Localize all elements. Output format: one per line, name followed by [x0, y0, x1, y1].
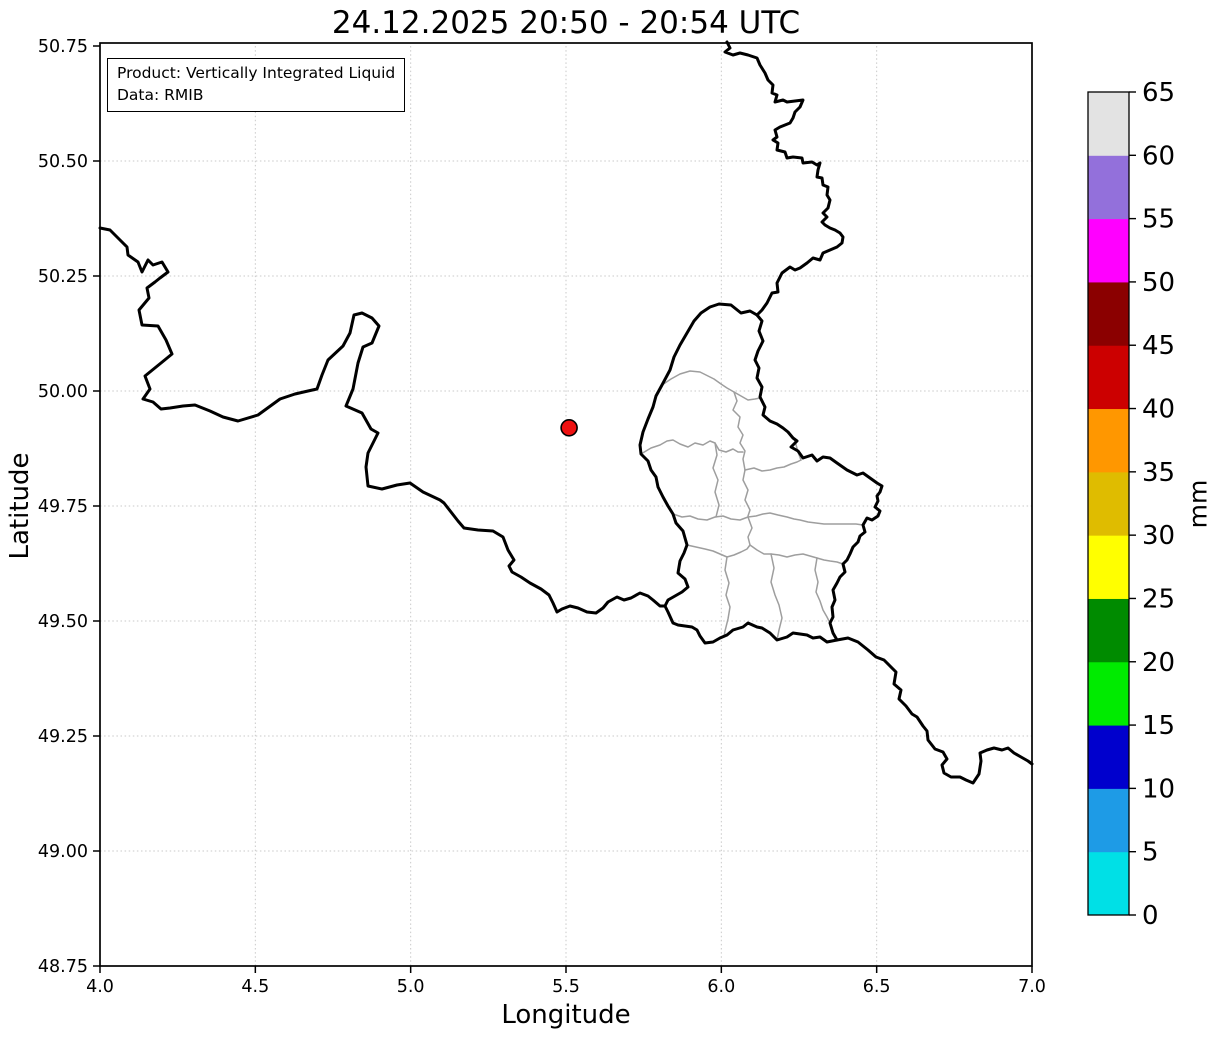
x-tick-label: 5.5 [552, 977, 580, 997]
y-tick-label: 49.50 [38, 612, 88, 632]
info-product-line: Product: Vertically Integrated Liquid [117, 64, 396, 82]
info-source-line: Data: RMIB [117, 86, 204, 104]
country-border-belgium_germany [723, 40, 845, 317]
radar-echo-marker [560, 418, 578, 437]
x-tick-label: 6.0 [707, 977, 735, 997]
y-tick-label: 49.75 [38, 497, 88, 517]
x-tick-label: 6.5 [863, 977, 891, 997]
colorbar-tick-label: 60 [1142, 141, 1175, 171]
district-border-north_horizontal [661, 370, 761, 401]
colorbar-segment-55-60 [1088, 155, 1129, 220]
colorbar-tick-label: 5 [1142, 838, 1159, 868]
y-tick-label: 49.00 [38, 842, 88, 862]
colorbar-label: mm [1183, 479, 1213, 529]
y-tick-label: 49.25 [38, 727, 88, 747]
x-tick-label: 4.5 [241, 977, 269, 997]
x-axis-label: Longitude [501, 1000, 631, 1030]
district-border-north_vertical [732, 391, 746, 471]
country-border-luxembourg_east [753, 313, 884, 642]
colorbar-segment-45-50 [1088, 281, 1129, 346]
colorbar-tick-label: 35 [1142, 458, 1175, 488]
colorbar-tick-label: 10 [1142, 774, 1175, 804]
colorbar-segment-50-55 [1088, 218, 1129, 283]
district-border-south_vertical_east [814, 557, 831, 624]
colorbar-segment-40-45 [1088, 345, 1129, 410]
colorbar-segment-10-15 [1088, 725, 1129, 789]
district-border-mid_horizontal_east [744, 459, 802, 472]
colorbar-tick-label: 30 [1142, 521, 1175, 551]
district-border-south_horizontal [686, 544, 844, 565]
y-tick-label: 50.00 [38, 382, 88, 402]
y-tick-label: 50.50 [38, 152, 88, 172]
country-border-france_belgium_and_moselle [98, 226, 1034, 785]
district-border-center_horizontal [672, 512, 864, 526]
country-border-luxembourg_west [638, 302, 759, 608]
colorbar-tick-label: 0 [1142, 901, 1159, 931]
y-tick-label: 50.75 [38, 37, 88, 57]
colorbar-segment-20-25 [1088, 598, 1129, 663]
colorbar-segment-0-5 [1088, 851, 1129, 916]
colorbar-tick-label: 65 [1142, 78, 1175, 108]
colorbar-segment-15-20 [1088, 661, 1129, 726]
district-border-south_vertical_west [723, 556, 731, 638]
colorbar-tick-label: 40 [1142, 395, 1175, 425]
district-border-mid_horizontal_west [640, 439, 744, 455]
colorbar-tick-label: 20 [1142, 648, 1175, 678]
colorbar-tick-label: 55 [1142, 205, 1175, 235]
plot-title: 24.12.2025 20:50 - 20:54 UTC [331, 5, 801, 41]
y-tick-label: 48.75 [38, 957, 88, 977]
colorbar-segment-5-10 [1088, 788, 1129, 853]
colorbar-frame [1087, 91, 1130, 916]
district-border-center_vertical_west [712, 442, 720, 518]
colorbar-segment-25-30 [1088, 535, 1129, 599]
colorbar-segment-35-40 [1088, 408, 1129, 473]
colorbar-segment-60-65 [1088, 92, 1129, 156]
colorbar-tick-label: 15 [1142, 711, 1175, 741]
colorbar-tick-label: 45 [1142, 331, 1175, 361]
district-border-south_vertical_mid [770, 553, 783, 641]
x-tick-label: 5.0 [397, 977, 425, 997]
colorbar-segment-30-35 [1088, 471, 1129, 536]
x-tick-label: 7.0 [1018, 977, 1046, 997]
district-border-center_vertical_east [742, 469, 751, 517]
colorbar-tick-label: 25 [1142, 584, 1175, 614]
colorbar-tick-label: 50 [1142, 268, 1175, 298]
info-box: Product: Vertically Integrated Liquid Da… [107, 58, 406, 112]
y-tick-label: 50.25 [38, 267, 88, 287]
x-tick-label: 4.0 [86, 977, 114, 997]
y-axis-label: Latitude [5, 452, 35, 560]
district-border-south_link [747, 516, 753, 546]
